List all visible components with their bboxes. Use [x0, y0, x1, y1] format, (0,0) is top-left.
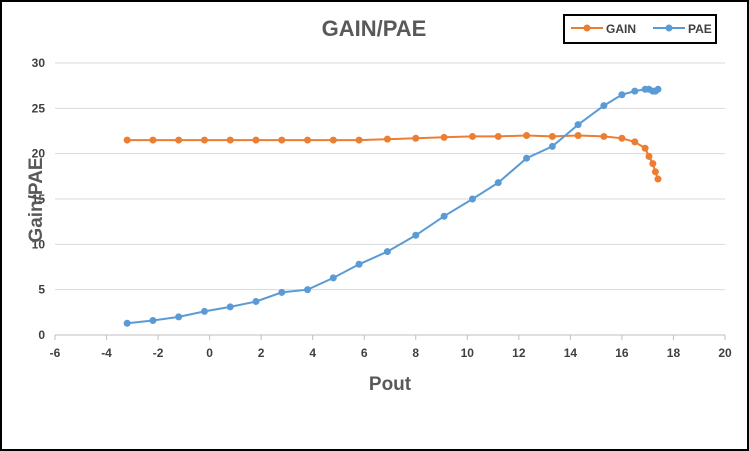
y-axis-title: Gain/PAE [26, 157, 47, 242]
gain-data-point [329, 136, 337, 144]
pae-data-point [175, 313, 183, 321]
pae-data-point [600, 102, 608, 110]
pae-data-point [412, 231, 420, 239]
pae-data-point [548, 142, 556, 150]
x-tick-label: 8 [412, 346, 419, 360]
y-tick-label: 10 [32, 237, 46, 251]
pae-data-point [149, 316, 157, 324]
x-tick-label: 0 [206, 346, 213, 360]
legend-box [563, 14, 717, 44]
pae-data-point [304, 286, 312, 294]
gridlines [55, 62, 725, 291]
pae-data-point [123, 319, 131, 327]
gain-data-point [641, 144, 649, 152]
pae-data-point [440, 212, 448, 220]
gain-data-point [355, 136, 363, 144]
gain-data-point [123, 136, 131, 144]
gain-data-point [304, 136, 312, 144]
pae-data-point [494, 179, 502, 187]
gain-data-point [645, 152, 653, 160]
chart-title: GAIN/PAE [322, 16, 427, 41]
y-tick-label: 25 [32, 101, 46, 115]
gain-data-point [226, 136, 234, 144]
legend-pae-label: PAE [688, 22, 712, 36]
gain-data-point [278, 136, 286, 144]
pae-data-point [329, 274, 337, 282]
gain-data-point [649, 160, 657, 168]
gain-data-point [149, 136, 157, 144]
pae-data-point [618, 91, 626, 99]
x-tick-label: 12 [512, 346, 526, 360]
x-tick-label: 10 [461, 346, 475, 360]
gain-data-point [631, 138, 639, 146]
pae-data-point [383, 248, 391, 256]
axes: 0 5 10 15 20 25 30 -6 -4 -2 0 2 4 6 8 10 12 14 16 18 20 [32, 56, 732, 360]
pae-data-point [654, 85, 662, 93]
gain-data-point [494, 132, 502, 140]
pae-data-point [252, 297, 260, 305]
x-tick-label: 18 [667, 346, 681, 360]
gain-data-point [654, 175, 662, 183]
x-tick-label: -2 [153, 346, 164, 360]
pae-data-point [278, 288, 286, 296]
y-tick-label: 5 [38, 283, 45, 297]
pae-data-point [226, 303, 234, 311]
x-tick-label: 2 [258, 346, 265, 360]
x-tick-label: -6 [50, 346, 61, 360]
legend-gain-marker [583, 24, 591, 32]
y-tick-label: 15 [32, 192, 46, 206]
y-tick-label: 20 [32, 147, 46, 161]
x-tick-label: 20 [718, 346, 732, 360]
pae-data-point [355, 260, 363, 268]
x-tick-label: 16 [615, 346, 629, 360]
gain-data-point [440, 133, 448, 141]
gain-data-point [175, 136, 183, 144]
gain-data-point [468, 132, 476, 140]
gain-data-point [252, 136, 260, 144]
pae-data-point [574, 121, 582, 129]
pae-data-point [200, 307, 208, 315]
x-tick-label: 4 [309, 346, 316, 360]
x-tick-label: 14 [564, 346, 578, 360]
legend-gain-label: GAIN [606, 22, 636, 36]
pae-data-point [523, 154, 531, 162]
gain-data-point [200, 136, 208, 144]
x-tick-label: 6 [361, 346, 368, 360]
gain-data-point [600, 132, 608, 140]
gain-data-point [383, 135, 391, 143]
gain-data-point [523, 132, 531, 140]
x-axis-title: Pout [369, 374, 412, 395]
y-tick-label: 30 [32, 56, 46, 70]
gain-data-point [548, 132, 556, 140]
y-tick-label: 0 [38, 328, 45, 342]
gain-data-point [651, 168, 659, 176]
gain-data-point [412, 134, 420, 142]
pae-data-point [468, 195, 476, 203]
pae-data-point [631, 87, 639, 95]
legend-pae-marker [665, 24, 673, 32]
series-layer [123, 85, 662, 327]
legend: GAIN PAE [563, 14, 717, 44]
gain-data-point [618, 134, 626, 142]
gain-data-point [574, 132, 582, 140]
x-tick-label: -4 [101, 346, 112, 360]
